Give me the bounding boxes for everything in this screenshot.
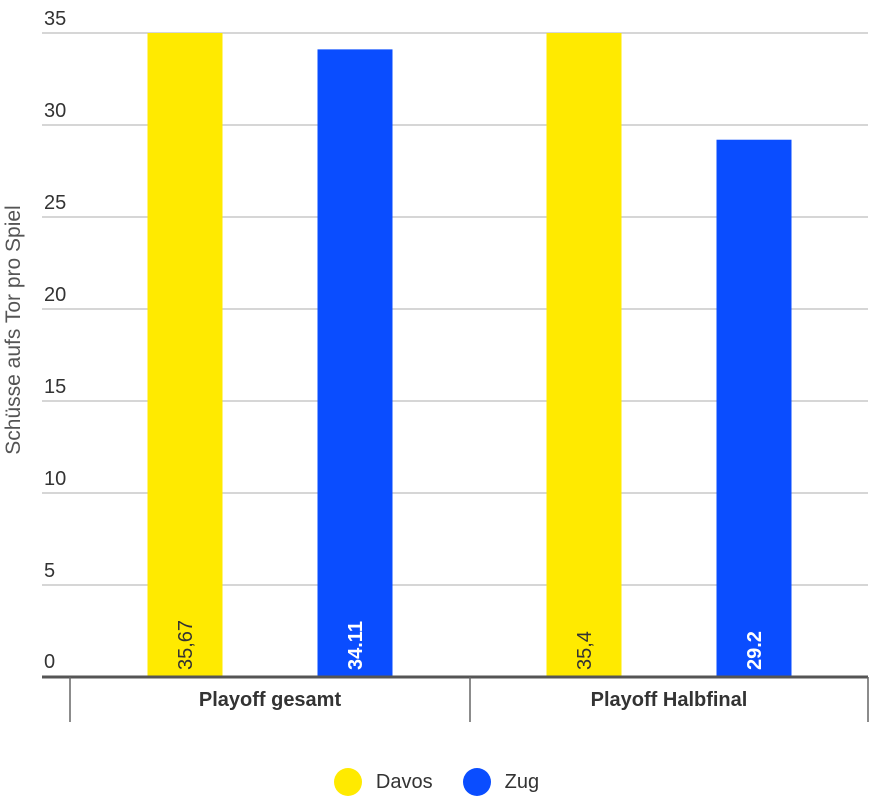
axes: 0 5 10 15 20 25 30 35 Playoff gesamt Playoff Halb… — [42, 8, 869, 722]
legend: Davos Zug — [0, 762, 873, 802]
legend-item-zug[interactable]: Zug — [462, 768, 540, 796]
data-label-zug-0: 34.11 — [345, 621, 367, 670]
bar-zug-0[interactable] — [317, 49, 393, 678]
y-tick-label: 30 — [44, 100, 66, 122]
legend-label-zug: Zug — [504, 770, 540, 793]
y-axis-label: Schüsse aufs Tor pro Spiel — [2, 205, 25, 454]
bar-davos-1[interactable] — [546, 33, 622, 677]
bar-davos-0[interactable] — [147, 33, 223, 677]
y-tick-label: 10 — [44, 468, 66, 490]
data-label-zug-1: 29.2 — [744, 631, 766, 670]
y-tick-label: 20 — [44, 284, 66, 306]
data-label-davos-1: 35,4 — [574, 631, 596, 670]
x-tick-label: Playoff Halbfinal — [591, 689, 748, 711]
y-tick-label: 25 — [44, 192, 66, 214]
x-tick-label: Playoff gesamt — [199, 689, 342, 711]
legend-swatch-zug — [462, 768, 491, 796]
data-label-davos-0: 35,67 — [175, 620, 197, 670]
y-tick-label: 5 — [44, 560, 55, 582]
legend-label-davos: Davos — [375, 770, 433, 793]
y-tick-label: 35 — [44, 8, 66, 30]
legend-swatch-davos — [333, 768, 362, 796]
legend-item-davos[interactable]: Davos — [333, 768, 433, 796]
bar-zug-1[interactable] — [716, 139, 792, 678]
y-tick-label: 15 — [44, 376, 66, 398]
y-tick-label: 0 — [44, 651, 55, 673]
bars: 35,67 34.11 35,4 29.2 — [147, 33, 792, 678]
